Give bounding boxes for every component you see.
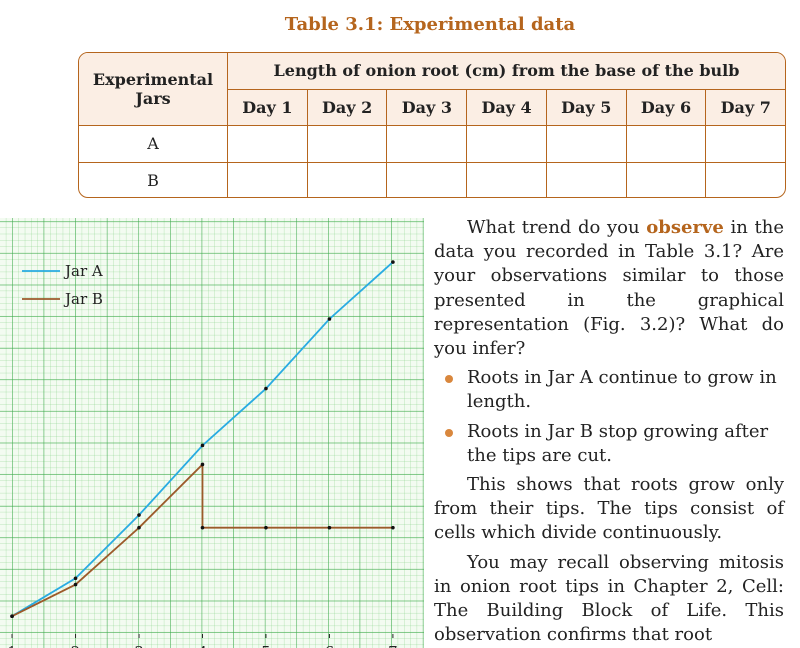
data-point — [200, 443, 205, 448]
data-point — [264, 386, 268, 391]
x-tick-label: 7 — [388, 643, 398, 648]
series-line — [11, 462, 393, 617]
x-tick-label: 2 — [71, 643, 81, 648]
data-table: Experimental Jars Length of onion root (c… — [79, 53, 785, 197]
empty-cell — [466, 124, 547, 163]
table-row: A — [79, 124, 785, 163]
empty-cell — [306, 161, 388, 197]
data-point — [391, 260, 395, 264]
legend-label: Jar A — [63, 262, 103, 280]
x-tick-label: 6 — [325, 643, 335, 648]
bullet-list: Roots in Jar A continue to grow in lengt… — [434, 366, 784, 468]
paragraph: This shows that roots grow only from the… — [434, 474, 784, 544]
x-tick-label: 4 — [198, 643, 208, 648]
data-point — [73, 582, 78, 587]
bullet: Roots in Jar A continue to grow in lengt… — [445, 366, 784, 414]
header-cell: Day 5 — [545, 88, 627, 125]
empty-cell — [466, 161, 547, 197]
text: What trend do you — [467, 217, 647, 238]
header-cell: Day 2 — [306, 88, 388, 125]
data-point — [391, 525, 395, 530]
header-cell: Experimental Jars — [79, 53, 228, 126]
data-point — [73, 576, 78, 581]
header-cell: Day 6 — [625, 88, 707, 125]
row-label: B — [79, 161, 228, 197]
legend-label: Jar B — [63, 290, 103, 308]
x-tick-label: 3 — [134, 643, 144, 648]
header-cell: Day 3 — [386, 88, 468, 125]
table-row: B — [79, 161, 785, 197]
data-point — [10, 614, 14, 618]
table-frame: Experimental Jars Length of onion root (c… — [78, 52, 786, 198]
data-point — [327, 317, 332, 321]
empty-cell — [545, 124, 627, 163]
keyword: observe — [646, 217, 724, 238]
header-cell: Length of onion root (cm) from the base … — [227, 53, 785, 90]
table-title: Table 3.1: Experimental data — [284, 14, 576, 35]
empty-cell — [705, 161, 785, 197]
empty-cell — [386, 161, 468, 197]
empty-cell — [545, 161, 627, 197]
header-cell: Day 7 — [705, 88, 785, 125]
empty-cell — [227, 161, 308, 197]
body-text: What trend do you observe in the data yo… — [434, 216, 784, 648]
data-point — [137, 513, 141, 517]
text: in the data you recorded in Table 3.1? A… — [434, 217, 784, 360]
data-point — [327, 525, 332, 530]
data-point — [137, 525, 141, 530]
paragraph: You may recall observing mitosis in onio… — [434, 551, 784, 646]
paragraph: What trend do you observe in the data yo… — [434, 216, 784, 361]
data-point — [200, 462, 205, 467]
row-label: A — [79, 124, 228, 163]
bullet: Roots in Jar B stop growing after the ti… — [445, 420, 784, 468]
data-point — [264, 525, 268, 530]
x-tick-label: 5 — [261, 643, 271, 648]
empty-cell — [625, 161, 707, 197]
x-tick-label: 1 — [7, 643, 17, 648]
data-point — [200, 525, 205, 530]
graph-paper-major — [0, 218, 424, 648]
header-cell: Day 1 — [227, 88, 308, 125]
